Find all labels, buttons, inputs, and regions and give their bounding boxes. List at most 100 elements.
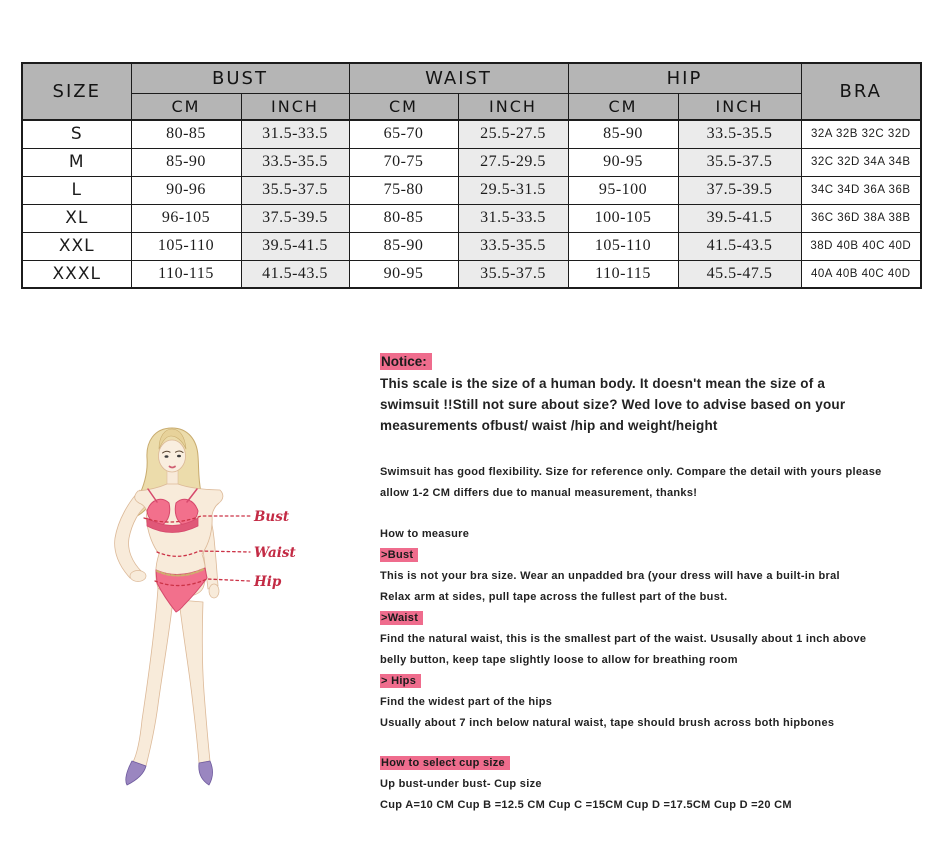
- spacer: [380, 504, 936, 524]
- waist-cm-cell: 90-95: [348, 259, 459, 289]
- bust-instruction-1: This is not your bra size. Wear an unpad…: [380, 570, 840, 582]
- left-hand: [129, 570, 147, 582]
- bust-inch-cell: 35.5-37.5: [240, 175, 350, 205]
- col-header-waist: WAIST: [348, 62, 569, 94]
- hip-cm-cell: 85-90: [567, 119, 679, 149]
- hips-instruction-2: Usually about 7 inch below natural waist…: [380, 717, 835, 729]
- subcol-waist-cm: CM: [348, 92, 459, 121]
- subcol-bust-inch: INCH: [240, 92, 350, 121]
- hips-instruction-1: Find the widest part of the hips: [380, 696, 553, 708]
- spacer: [380, 436, 936, 462]
- waist-chain: [156, 568, 205, 577]
- table-row-m: M 85-90 33.5-35.5 70-75 27.5-29.5 90-95 …: [21, 147, 922, 177]
- waist-cm-cell: 80-85: [348, 203, 459, 233]
- bust-inch-cell: 41.5-43.5: [240, 259, 350, 289]
- bust-label: Bust: [253, 509, 290, 525]
- cup-size-heading: How to select cup size: [380, 753, 936, 774]
- waist-label: Waist: [254, 545, 296, 561]
- bra-cell: 32A 32B 32C 32D: [800, 119, 922, 149]
- eyebrow-left: [162, 450, 171, 454]
- lips: [168, 465, 176, 469]
- hip-cm-cell: 100-105: [567, 203, 679, 233]
- hip-inch-cell: 37.5-39.5: [677, 175, 802, 205]
- bust-measure-line: [143, 515, 251, 523]
- hip-inch-cell: 33.5-35.5: [677, 119, 802, 149]
- measurement-figure-illustration: Bust Waist Hip: [114, 427, 296, 786]
- waist-instruction-2: belly button, keep tape slightly loose t…: [380, 654, 738, 666]
- hip-label: Hip: [253, 574, 282, 590]
- waist-cm-cell: 65-70: [348, 119, 459, 149]
- hair-fringe: [158, 428, 187, 450]
- table-row-xxl: XXL 105-110 39.5-41.5 85-90 33.5-35.5 10…: [21, 231, 922, 261]
- waist-heading-highlight: >Waist: [380, 611, 424, 625]
- size-cell: S: [21, 119, 132, 149]
- table-row-xl: XL 96-105 37.5-39.5 80-85 31.5-33.5 100-…: [21, 203, 922, 233]
- hips-section-heading: > Hips: [380, 671, 936, 692]
- bikini-strap-left: [147, 488, 158, 503]
- table-row-xxxl: XXXL 110-115 41.5-43.5 90-95 35.5-37.5 1…: [21, 259, 922, 289]
- hip-inch-cell: 45.5-47.5: [677, 259, 802, 289]
- table-row-l: L 90-96 35.5-37.5 75-80 29.5-31.5 95-100…: [21, 175, 922, 205]
- left-leg: [132, 587, 174, 767]
- bust-inch-cell: 37.5-39.5: [240, 203, 350, 233]
- cup-size-heading-highlight: How to select cup size: [380, 756, 510, 770]
- eye-right: [177, 454, 181, 458]
- size-cell: M: [21, 147, 132, 177]
- hip-inch-cell: 35.5-37.5: [677, 147, 802, 177]
- flexibility-line-1: Swimsuit has good flexibility. Size for …: [380, 466, 882, 478]
- how-to-measure-title: How to measure: [380, 528, 470, 540]
- instructions-column: Notice: This scale is the size of a huma…: [380, 351, 936, 816]
- bra-cell: 36C 36D 38A 38B: [800, 203, 922, 233]
- subcol-hip-cm: CM: [567, 92, 679, 121]
- notice-heading-highlight: Notice:: [380, 353, 432, 370]
- hip-cm-cell: 110-115: [567, 259, 679, 289]
- subcol-hip-inch: INCH: [677, 92, 802, 121]
- bra-cell: 38D 40B 40C 40D: [800, 231, 922, 261]
- size-chart-table: SIZE BUST WAIST HIP BRA CM INCH CM INCH …: [21, 62, 922, 289]
- notice-line-1: This scale is the size of a human body. …: [380, 376, 826, 391]
- subcol-waist-inch: INCH: [457, 92, 569, 121]
- waist-inch-cell: 31.5-33.5: [457, 203, 569, 233]
- bust-inch-cell: 31.5-33.5: [240, 119, 350, 149]
- col-header-bust: BUST: [130, 62, 350, 94]
- waist-measure-line: [156, 550, 251, 557]
- col-header-size: SIZE: [21, 62, 132, 121]
- size-cell: XL: [21, 203, 132, 233]
- waist-inch-cell: 27.5-29.5: [457, 147, 569, 177]
- face: [158, 439, 186, 473]
- waist-cm-cell: 85-90: [348, 231, 459, 261]
- bust-cm-cell: 110-115: [130, 259, 242, 289]
- flexibility-line-2: allow 1-2 CM differs due to manual measu…: [380, 487, 698, 499]
- waist-instruction-1: Find the natural waist, this is the smal…: [380, 633, 867, 645]
- bikini-top-band: [146, 517, 199, 533]
- bra-cell: 32C 32D 34A 34B: [800, 147, 922, 177]
- bust-instruction-2: Relax arm at sides, pull tape across the…: [380, 591, 728, 603]
- left-shoe: [125, 760, 147, 786]
- right-leg: [178, 599, 211, 764]
- waist-inch-cell: 33.5-35.5: [457, 231, 569, 261]
- bust-section-heading: >Bust: [380, 545, 936, 566]
- notice-line-2: swimsuit !!Still not sure about size? We…: [380, 397, 846, 412]
- subcol-bust-cm: CM: [130, 92, 242, 121]
- bust-cm-cell: 105-110: [130, 231, 242, 261]
- bust-cm-cell: 80-85: [130, 119, 242, 149]
- bikini-strap-right: [186, 488, 198, 503]
- table-row-s: S 80-85 31.5-33.5 65-70 25.5-27.5 85-90 …: [21, 119, 922, 149]
- bra-cell: 34C 34D 36A 36B: [800, 175, 922, 205]
- col-header-hip: HIP: [567, 62, 802, 94]
- measurement-figure: Bust Waist Hip: [100, 420, 340, 800]
- spacer: [380, 734, 936, 753]
- size-cell: XXXL: [21, 259, 132, 289]
- bust-cm-cell: 96-105: [130, 203, 242, 233]
- hip-cm-cell: 90-95: [567, 147, 679, 177]
- cup-size-line-1: Up bust-under bust- Cup size: [380, 778, 542, 790]
- notice-line-3: measurements ofbust/ waist /hip and weig…: [380, 418, 718, 433]
- hip-cm-cell: 105-110: [567, 231, 679, 261]
- bra-cell: 40A 40B 40C 40D: [800, 259, 922, 289]
- size-cell: XXL: [21, 231, 132, 261]
- bust-heading-highlight: >Bust: [380, 548, 419, 562]
- bust-inch-cell: 33.5-35.5: [240, 147, 350, 177]
- waist-section-heading: >Waist: [380, 608, 936, 629]
- size-cell: L: [21, 175, 132, 205]
